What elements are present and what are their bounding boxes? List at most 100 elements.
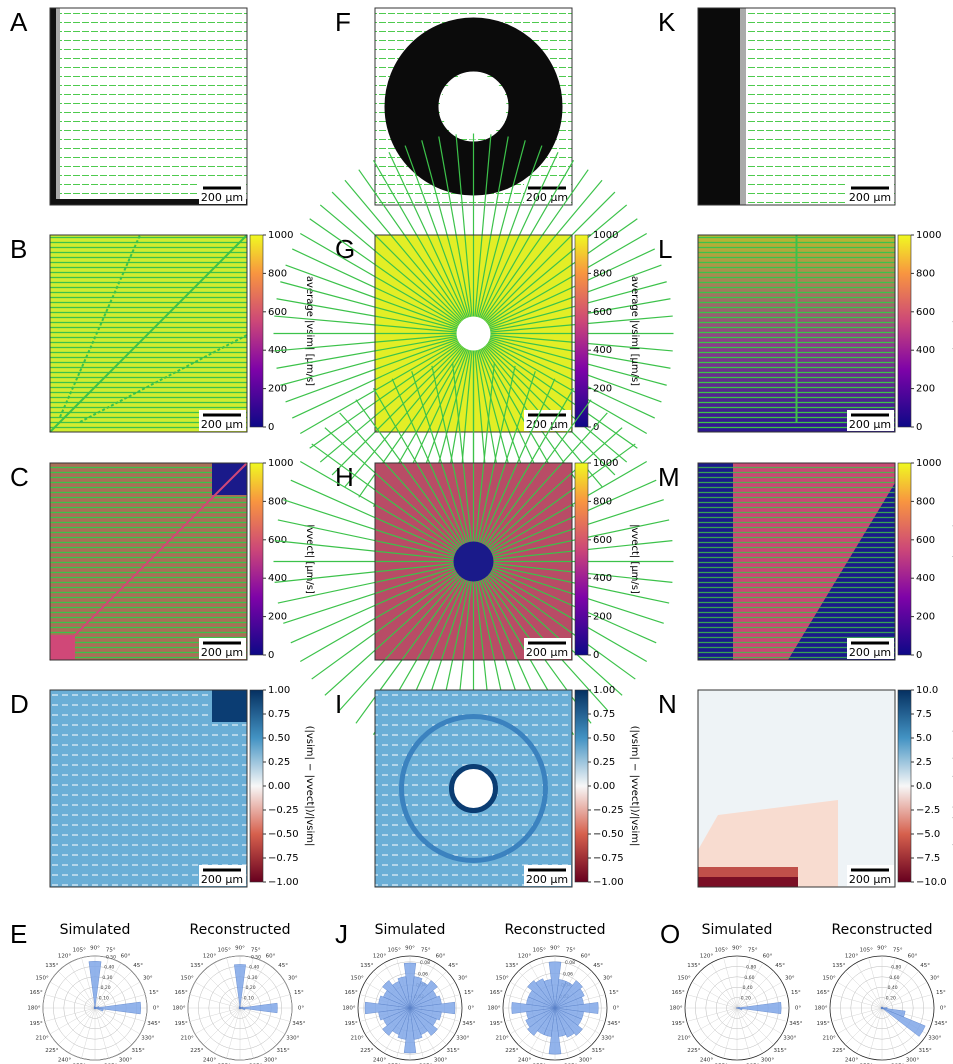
flow-line <box>473 333 616 476</box>
polar-radial-label: 0.60 <box>744 975 754 981</box>
polar-radial-label: 0.06 <box>563 971 573 977</box>
panel-image <box>273 361 674 762</box>
colorbar-tick-label: 600 <box>593 307 612 318</box>
flow-line <box>274 332 474 352</box>
flow-line <box>280 332 474 386</box>
polar-angle-label: 330° <box>928 1036 941 1042</box>
colorbar-tick-label: 1000 <box>268 458 293 469</box>
rose-bar <box>511 1002 556 1014</box>
rose-bar <box>409 1001 456 1015</box>
polar-angle-label: 330° <box>456 1036 469 1042</box>
flow-line <box>280 281 474 335</box>
polar-angle-label: 120° <box>203 954 216 960</box>
polar-spoke <box>831 1007 883 1022</box>
colorbar-tick-label: 600 <box>593 535 612 546</box>
flow-line <box>473 499 664 563</box>
panel-frame <box>49 462 248 661</box>
flow-line <box>473 248 656 335</box>
vectors <box>50 690 247 887</box>
flow-line <box>290 560 474 644</box>
polar-angle-label: 120° <box>518 954 531 960</box>
polar-spoke <box>203 971 241 1009</box>
colorbar-tick-label: 1000 <box>268 230 293 241</box>
colorbar-label: (|vsim| − |vvect|)/|vsim| <box>629 726 640 847</box>
ring <box>399 714 548 863</box>
panel-frame <box>697 7 896 206</box>
scale-bar-label: 200 μm <box>526 191 568 204</box>
polar-angle-label: 315° <box>447 1048 460 1054</box>
colorbar <box>574 689 589 883</box>
hole <box>456 316 491 351</box>
polar-angle-label: 135° <box>360 963 373 969</box>
polar-angle-label: 180° <box>487 1006 500 1012</box>
colorbar-tick-label: 200 <box>593 612 612 623</box>
colorbar-tick-label: 200 <box>268 612 287 623</box>
polar-angle-label: 345° <box>789 1021 802 1027</box>
polar-spoke <box>736 1007 788 1022</box>
polar-spoke <box>736 981 783 1009</box>
flow-line <box>473 333 628 463</box>
flow-line <box>473 399 592 562</box>
polar-angle-label: 300° <box>761 1057 774 1063</box>
polar-angle-label: 90° <box>235 946 245 952</box>
polar-spoke <box>831 994 883 1009</box>
polar-angle-label: 45° <box>775 963 785 969</box>
polar-spoke <box>44 1007 96 1022</box>
colorbar-label: average |vsim| [μm/s] <box>629 276 640 386</box>
scale-bar-label: 200 μm <box>849 191 891 204</box>
flow-line <box>473 169 589 334</box>
polar-angle-label: 165° <box>29 990 42 996</box>
flow-line <box>473 560 670 604</box>
polar-spoke <box>81 957 96 1009</box>
polar-spoke <box>868 957 883 1009</box>
flow-line <box>472 140 526 334</box>
panel-letter: E <box>10 919 27 949</box>
flow-line <box>473 332 673 352</box>
colorbar-tick-label: −0.25 <box>593 805 624 816</box>
rose-bar <box>94 1007 104 1012</box>
boundary <box>50 199 247 205</box>
polar-radial-label: 0.40 <box>743 985 753 991</box>
colorbar-tick-label: −10.0 <box>916 877 947 888</box>
colorbar-tick-label: −2.5 <box>916 805 940 816</box>
polar-angle-label: 150° <box>496 976 509 982</box>
flow-line <box>473 561 636 680</box>
polar-spoke <box>855 962 883 1009</box>
flow-line <box>277 560 474 604</box>
flow-line <box>472 145 543 334</box>
rose-bar <box>881 1007 926 1037</box>
polar-angle-label: 30° <box>288 976 298 982</box>
polar-angle-label: 330° <box>783 1036 796 1042</box>
polar-angle-label: 120° <box>373 954 386 960</box>
polar-radial-label: 0.10 <box>244 995 254 1001</box>
polar-title: Simulated <box>60 922 131 938</box>
scale-bar-label: 200 μm <box>526 873 568 886</box>
polar-spoke <box>68 962 96 1009</box>
polar-angle-label: 165° <box>489 990 502 996</box>
polar-spoke <box>723 1007 738 1059</box>
flow-line <box>339 412 474 562</box>
flow-line <box>473 539 673 563</box>
polar-spoke <box>736 962 764 1009</box>
flow-line <box>473 561 608 711</box>
rose-bar <box>881 1007 906 1018</box>
polar-angle-label: 15° <box>936 990 946 996</box>
rose-bar <box>736 1002 782 1014</box>
polar-radial-label: 0.40 <box>104 965 114 971</box>
flow-line <box>472 159 575 334</box>
colorbar-tick-label: −1.00 <box>268 877 299 888</box>
rose-bar <box>548 1007 562 1055</box>
colorbar-tick-label: 600 <box>916 307 935 318</box>
colorbar-tick-label: −0.75 <box>268 853 299 864</box>
colorbar-tick-label: −0.25 <box>268 805 299 816</box>
colorbar <box>897 234 912 428</box>
polar-angle-label: 315° <box>277 1048 290 1054</box>
flow-line <box>473 412 608 562</box>
polar-spoke <box>881 1007 909 1054</box>
panel-letter: K <box>658 7 676 37</box>
colorbar <box>249 462 264 656</box>
polar-angle-label: 225° <box>360 1048 373 1054</box>
rose-bar <box>554 980 583 1009</box>
colorbar-tick-label: 0.00 <box>593 781 615 792</box>
flow-line <box>331 333 474 476</box>
